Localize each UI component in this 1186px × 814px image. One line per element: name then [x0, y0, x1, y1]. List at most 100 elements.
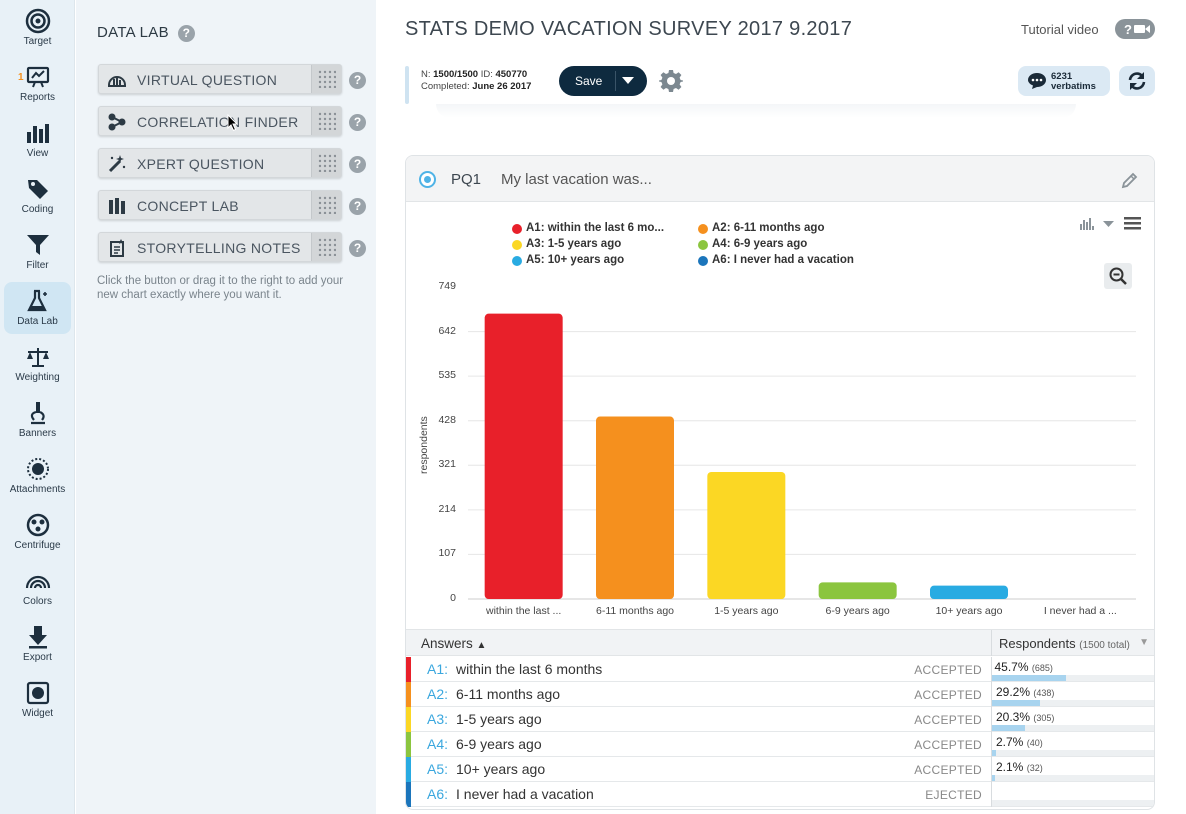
table-row[interactable]: A6: I never had a vacation EJECTED: [406, 782, 1154, 807]
drag-handle[interactable]: [311, 107, 341, 135]
tag-icon: [27, 180, 48, 199]
chevron-down-icon[interactable]: [1103, 221, 1114, 228]
nav-item-view[interactable]: View: [4, 114, 71, 166]
chevron-down-icon[interactable]: [622, 77, 634, 85]
nav-item-attachments[interactable]: Attachments: [4, 450, 71, 502]
legend-dot: [512, 224, 522, 234]
help-icon[interactable]: ?: [349, 198, 366, 215]
help-icon[interactable]: ?: [178, 25, 195, 42]
gear-icon[interactable]: [659, 69, 683, 93]
nav-item-centrifuge[interactable]: Centrifuge: [4, 506, 71, 558]
percent-bar-fill: [992, 725, 1026, 731]
video-help-icon[interactable]: ?: [1115, 19, 1155, 39]
answer-status: ACCEPTED: [914, 738, 982, 752]
x-tick-label: 6-9 years ago: [826, 605, 890, 617]
help-icon[interactable]: ?: [349, 156, 366, 173]
drag-handle[interactable]: [311, 65, 341, 93]
survey-meta: N: 1500/1500 ID: 450770 Completed: June …: [421, 69, 532, 92]
answers-column-header[interactable]: Answers ▲: [421, 636, 487, 651]
drag-handle[interactable]: [311, 233, 341, 261]
answer-color-bar: [406, 757, 411, 782]
grid-dots-icon: [318, 238, 336, 256]
speech-bubble-icon: [1028, 73, 1046, 89]
respondents-percent: 2.7% (40): [996, 735, 1043, 749]
help-icon[interactable]: ?: [349, 240, 366, 257]
sun-icon: [26, 458, 49, 480]
tool-label: CORRELATION FINDER: [137, 114, 299, 130]
bar[interactable]: [596, 416, 674, 599]
legend-dot: [512, 240, 522, 250]
legend-label: A1: within the last 6 mo...: [526, 222, 665, 234]
nav-item-target[interactable]: Target: [4, 2, 71, 54]
nav-item-export[interactable]: Export: [4, 618, 71, 670]
respondents-column-header[interactable]: Respondents (1500 total) ▼: [991, 630, 1154, 656]
correlation-finder-button[interactable]: CORRELATION FINDER: [98, 106, 342, 136]
table-row[interactable]: A2: 6-11 months ago ACCEPTED 29.2% (438): [406, 682, 1154, 707]
nav-item-filter[interactable]: Filter: [4, 226, 71, 278]
drag-handle[interactable]: [311, 149, 341, 177]
zoom-out-button[interactable]: [1104, 263, 1132, 289]
concept-lab-button[interactable]: CONCEPT LAB: [98, 190, 342, 220]
menu-icon[interactable]: [1124, 217, 1141, 230]
answer-status: EJECTED: [925, 788, 982, 802]
nav-item-data-lab[interactable]: Data Lab: [4, 282, 71, 334]
help-icon[interactable]: ?: [349, 72, 366, 89]
bar[interactable]: [707, 471, 786, 599]
question-header: PQ1 My last vacation was...: [406, 156, 1154, 202]
y-tick-label: 0: [450, 592, 456, 604]
tool-label: VIRTUAL QUESTION: [137, 72, 278, 88]
legend-label: A2: 6-11 months ago: [712, 222, 825, 234]
refresh-button[interactable]: [1119, 66, 1155, 96]
xpert-question-button[interactable]: XPERT QUESTION: [98, 148, 342, 178]
answer-text: within the last 6 months: [456, 661, 603, 677]
magic-wand-icon: [108, 155, 126, 173]
legend-item[interactable]: A3: 1-5 years ago: [512, 238, 622, 250]
nav-item-banners[interactable]: Banners: [4, 394, 71, 446]
tool-label: CONCEPT LAB: [137, 198, 239, 214]
table-row[interactable]: A1: within the last 6 months ACCEPTED 45.7%…: [406, 657, 1154, 682]
table-row[interactable]: A5: 10+ years ago ACCEPTED 2.1% (32): [406, 757, 1154, 782]
table-row[interactable]: A3: 1-5 years ago ACCEPTED 20.3% (305): [406, 707, 1154, 732]
save-button[interactable]: Save: [559, 66, 647, 96]
x-tick-label: 6-11 months ago: [596, 605, 674, 617]
legend-dot: [698, 224, 708, 234]
main-area: STATS DEMO VACATION SURVEY 2017 9.2017 T…: [376, 0, 1186, 814]
chart-type-icon[interactable]: [1080, 218, 1096, 230]
respondents-percent: 2.1% (32): [996, 760, 1043, 774]
verbatims-button[interactable]: 6231 verbatims: [1018, 66, 1110, 96]
drag-handle[interactable]: [311, 191, 341, 219]
panel-title-text: DATA LAB: [97, 24, 169, 41]
legend-label: A3: 1-5 years ago: [526, 238, 622, 250]
nav-item-widget[interactable]: Widget: [4, 674, 71, 726]
virtual-question-button[interactable]: VIRTUAL QUESTION: [98, 64, 342, 94]
answer-text: 10+ years ago: [456, 761, 546, 777]
nav-item-coding[interactable]: Coding: [4, 170, 71, 222]
mouse-cursor-icon: [227, 114, 239, 132]
nav-item-reports[interactable]: 1 Reports: [4, 58, 71, 110]
bar[interactable]: [484, 313, 563, 599]
pencil-icon[interactable]: [1121, 171, 1139, 189]
percent-bar-track: [992, 675, 1154, 681]
percent-bar-track: [992, 725, 1154, 731]
legend-item[interactable]: A1: within the last 6 mo...: [512, 222, 665, 234]
question-radio[interactable]: [419, 171, 436, 188]
storytelling-notes-button[interactable]: STORYTELLING NOTES: [98, 232, 342, 262]
nav-item-weighting[interactable]: Weighting: [4, 338, 71, 390]
legend-item[interactable]: A2: 6-11 months ago: [698, 222, 825, 234]
legend-item[interactable]: A6: I never had a vacation: [698, 254, 854, 266]
table-header: Answers ▲ Respondents (1500 total) ▼: [406, 629, 1154, 656]
nav-label: Banners: [18, 428, 57, 439]
question-card: PQ1 My last vacation was... A1: within t…: [405, 155, 1155, 810]
bar[interactable]: [930, 585, 1008, 599]
bar[interactable]: [818, 582, 897, 599]
legend-item[interactable]: A4: 6-9 years ago: [698, 238, 807, 250]
answer-text: 6-9 years ago: [456, 736, 542, 752]
answer-text: 1-5 years ago: [456, 711, 542, 727]
help-icon[interactable]: ?: [349, 114, 366, 131]
nav-item-colors[interactable]: Colors: [4, 562, 71, 614]
grid-dots-icon: [318, 154, 336, 172]
legend-item[interactable]: A5: 10+ years ago: [512, 254, 624, 266]
tutorial-video-link[interactable]: Tutorial video: [1021, 22, 1099, 37]
nav-label: Centrifuge: [14, 540, 61, 551]
table-row[interactable]: A4: 6-9 years ago ACCEPTED 2.7% (40): [406, 732, 1154, 757]
